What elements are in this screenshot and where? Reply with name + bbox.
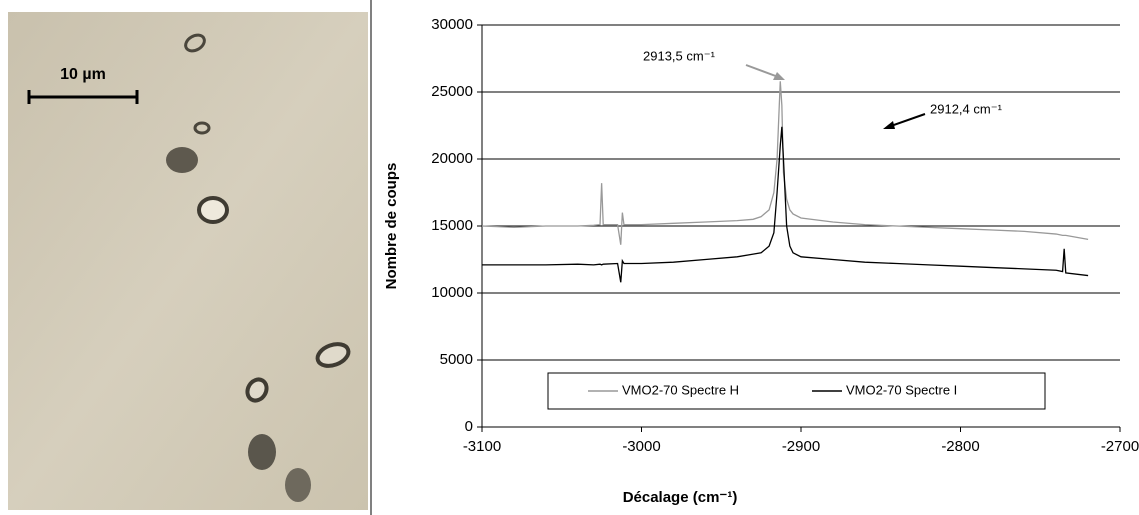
series-line (481, 81, 1089, 245)
micrograph: 10 µm (8, 12, 368, 510)
annotation: 2913,5 cm⁻¹ (643, 48, 716, 63)
inclusion (184, 33, 206, 53)
x-tick-label: -2900 (782, 438, 820, 455)
inclusion (166, 147, 198, 173)
x-tick-label: -3100 (463, 438, 501, 455)
y-tick-label: 5000 (440, 351, 473, 368)
x-tick-label: -2800 (941, 438, 979, 455)
inclusion (197, 196, 229, 224)
photo-background (8, 12, 368, 510)
inclusion (193, 121, 211, 135)
y-tick-label: 25000 (431, 83, 473, 100)
y-tick-label: 15000 (431, 217, 473, 234)
inclusion (285, 468, 311, 502)
y-tick-label: 20000 (431, 150, 473, 167)
x-axis-label: Décalage (cm⁻¹) (623, 489, 738, 506)
inclusion (245, 377, 269, 403)
y-tick-label: 30000 (431, 16, 473, 33)
x-tick-label: -3000 (622, 438, 660, 455)
y-tick-label: 10000 (431, 284, 473, 301)
x-tick-label: -2700 (1101, 438, 1139, 455)
annotation-arrowhead (773, 72, 785, 80)
annotation-arrow (887, 113, 926, 128)
chart: Décalage (cm⁻¹) Nombre de coups 0 5000 100… (383, 16, 1139, 506)
legend-box (547, 372, 1046, 410)
y-tick-label: 0 (465, 418, 473, 435)
y-axis-label: Nombre de coups (383, 163, 400, 290)
legend-label: VMO2-70 Spectre H (622, 382, 739, 397)
annotation-arrowhead (883, 121, 895, 129)
scale-label: 10 µm (60, 66, 106, 83)
legend-label: VMO2-70 Spectre I (846, 382, 957, 397)
inclusion (315, 342, 351, 368)
annotation: 2912,4 cm⁻¹ (930, 101, 1003, 116)
series-line (482, 126, 1089, 283)
inclusion (248, 434, 276, 470)
